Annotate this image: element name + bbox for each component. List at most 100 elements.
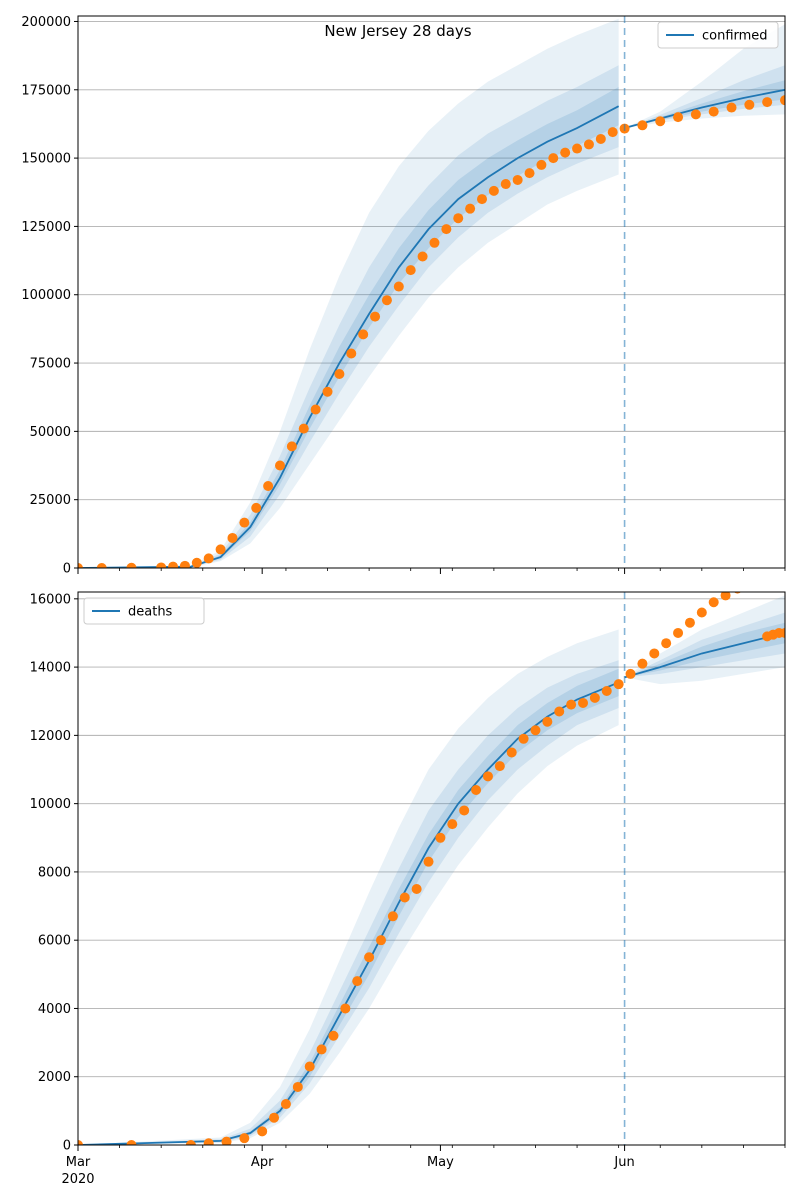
confirmed-observed-point [298,423,309,434]
confirmed-observed-point [78,563,83,568]
deaths-observed-point [494,761,505,772]
confirmed-ytick-label: 25000 [30,493,71,508]
confirmed-observed-point [405,265,416,276]
confirmed-band-outer [78,18,619,568]
deaths-observed-point [482,771,493,782]
deaths-band-outer [78,629,619,1145]
confirmed-observed-point [572,143,583,154]
deaths-observed-point [364,952,375,963]
confirmed-observed-point [583,139,594,150]
confirmed-observed-point [524,168,535,179]
confirmed-band-inner [624,80,785,129]
deaths-observed-point [684,617,695,628]
confirmed-observed-point [334,368,345,379]
deaths-band-middle [78,660,619,1145]
deaths-observed-point [78,1140,83,1145]
deaths-xtick-label: Jun [613,1155,634,1170]
deaths-observed-point [257,1126,268,1137]
confirmed-observed-point [393,281,404,292]
deaths-observed-point [126,1140,137,1145]
confirmed-observed-point [560,147,571,158]
confirmed-ytick-label: 125000 [21,220,71,235]
deaths-observed-point [328,1030,339,1041]
confirmed-observed-point [673,112,684,123]
confirmed-observed-point [780,95,785,106]
confirmed-band-middle [78,65,619,568]
confirmed-ytick-label: 0 [63,562,71,577]
deaths-panel: 0 2000 4000 6000 8000 10000 12000 14000 16000 Mar… [30,591,786,1187]
deaths-observed-point [696,607,707,618]
deaths-observed-point [411,883,422,894]
confirmed-observed-point [477,194,487,205]
deaths-observed-point [221,1136,232,1145]
deaths-observed-point [280,1099,291,1110]
deaths-observed-point [185,1140,196,1145]
deaths-observed-point [399,892,410,903]
deaths-observed-point [637,658,648,669]
confirmed-legend: confirmed [657,21,779,49]
confirmed-observed-point [429,237,440,248]
confirmed-observed-point [655,116,666,127]
deaths-observed-point [471,784,482,795]
deaths-plot-area [78,592,785,1145]
deaths-observed-point [447,819,458,830]
confirmed-observed-point [381,295,392,306]
deaths-observed-point [589,692,600,703]
confirmed-axes-frame [77,15,786,569]
deaths-observed-point [530,725,541,736]
deaths-observed-point [673,627,684,638]
confirmed-observed-point [453,213,464,224]
deaths-observed-point [423,856,434,867]
confirmed-observed-point [203,553,214,564]
deaths-observed-point [304,1061,315,1072]
deaths-observed-point [649,648,660,659]
confirmed-plot-area [78,18,785,568]
deaths-observed-point [387,911,398,922]
deaths-xtick-label: Apr [251,1155,274,1170]
deaths-observed-point [292,1081,303,1092]
deaths-xtick-sublabel: 2020 [61,1172,94,1187]
confirmed-observed-point [239,517,250,528]
confirmed-observed-point [726,102,737,113]
confirmed-observed-point [191,557,202,568]
confirmed-ytick-label: 175000 [21,83,71,98]
confirmed-observed-point [275,460,285,471]
deaths-observed-point [613,679,624,690]
deaths-observed-point [340,1003,351,1014]
deaths-legend: deaths [83,597,205,625]
confirmed-ytick-label: 50000 [30,425,71,440]
confirmed-legend-label: confirmed [702,29,768,44]
deaths-observed-point [554,706,565,717]
confirmed-observed-point [346,348,357,359]
confirmed-observed-point [251,502,262,513]
deaths-ytick-label: 0 [63,1139,71,1154]
deaths-xtick-label: May [427,1155,454,1170]
deaths-observed-point [518,733,529,744]
confirmed-observed-point [215,544,226,555]
deaths-ytick-label: 16000 [30,592,71,607]
deaths-legend-label: deaths [128,605,173,620]
deaths-ytick-label: 4000 [38,1002,71,1017]
confirmed-observed-point [637,120,648,131]
deaths-observed-point [720,592,731,601]
confirmed-observed-point [744,99,755,110]
confirmed-observed-point [465,203,476,214]
deaths-observed-point [506,747,517,758]
confirmed-observed-point [512,174,523,185]
deaths-band-inner [624,622,785,678]
confirmed-band-middle [624,65,785,129]
deaths-band-outer [624,595,785,685]
confirmed-observed-point [607,127,618,138]
deaths-observed-point [459,805,470,816]
deaths-observed-point [578,697,588,708]
confirmed-observed-point [690,109,701,120]
confirmed-observed-point [595,133,606,144]
confirmed-observed-point [441,224,452,235]
deaths-model-line [624,632,785,679]
deaths-observed-point [376,935,386,946]
deaths-observed-point [780,627,785,638]
confirmed-ytick-label: 150000 [21,152,71,167]
deaths-band-inner [78,668,619,1145]
confirmed-observed-point [96,563,107,568]
figure-title: New Jersey 28 days [324,22,471,40]
